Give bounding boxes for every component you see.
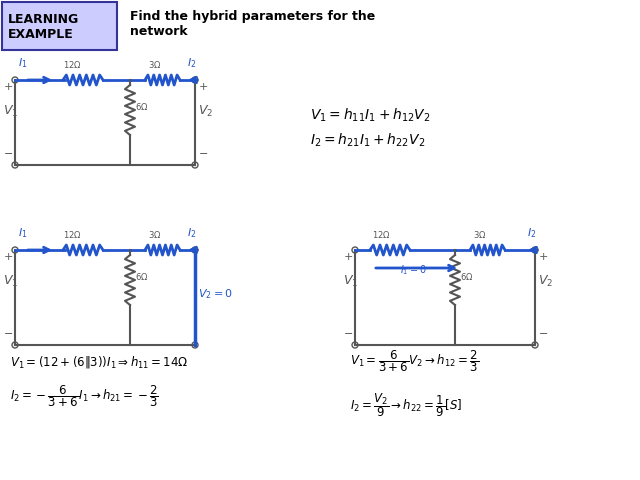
Text: $V_1 = h_{11}I_1 + h_{12}V_2$: $V_1 = h_{11}I_1 + h_{12}V_2$: [310, 107, 431, 124]
Text: $3\Omega$: $3\Omega$: [473, 229, 486, 240]
Text: $6\Omega$: $6\Omega$: [460, 271, 474, 282]
Text: $I_2=-\dfrac{6}{3+6}I_1\rightarrow h_{21}=-\dfrac{2}{3}$: $I_2=-\dfrac{6}{3+6}I_1\rightarrow h_{21…: [10, 384, 159, 409]
Text: $I_2$: $I_2$: [187, 56, 196, 70]
Text: $V_1$: $V_1$: [3, 104, 19, 119]
Text: $V_1$: $V_1$: [3, 274, 19, 289]
Text: LEARNING: LEARNING: [8, 13, 79, 26]
Text: $-$: $-$: [198, 147, 208, 157]
Text: $V_1=(12+(6\|3))I_1\Rightarrow h_{11}=14\Omega$: $V_1=(12+(6\|3))I_1\Rightarrow h_{11}=14…: [10, 353, 188, 370]
Text: $6\Omega$: $6\Omega$: [135, 101, 148, 112]
Text: Find the hybrid parameters for the: Find the hybrid parameters for the: [130, 10, 375, 23]
Text: $+$: $+$: [198, 81, 208, 92]
Text: $12\Omega$: $12\Omega$: [63, 229, 82, 240]
Text: $-$: $-$: [343, 327, 353, 337]
Text: $+$: $+$: [3, 81, 13, 92]
Text: $I_1$: $I_1$: [18, 226, 28, 240]
Bar: [2, 2, 117, 50]
Text: $-$: $-$: [3, 147, 13, 157]
Text: $3\Omega$: $3\Omega$: [148, 229, 161, 240]
Text: $V_2=0$: $V_2=0$: [198, 288, 233, 301]
Text: $V_1=\dfrac{6}{3+6}V_2\rightarrow h_{12}=\dfrac{2}{3}$: $V_1=\dfrac{6}{3+6}V_2\rightarrow h_{12}…: [350, 348, 479, 374]
Text: $I_1$: $I_1$: [18, 56, 28, 70]
Text: $-$: $-$: [538, 327, 548, 337]
Text: $6\Omega$: $6\Omega$: [135, 271, 148, 282]
Text: $I_2$: $I_2$: [187, 226, 196, 240]
Text: $V_1$: $V_1$: [343, 274, 358, 289]
Text: $I_1=0$: $I_1=0$: [400, 263, 427, 277]
Text: EXAMPLE: EXAMPLE: [8, 28, 74, 41]
Text: $+$: $+$: [3, 251, 13, 262]
Text: $12\Omega$: $12\Omega$: [372, 229, 390, 240]
Text: $+$: $+$: [538, 251, 548, 262]
Text: $I_2$: $I_2$: [527, 226, 536, 240]
Text: network: network: [130, 25, 188, 38]
Text: $I_2 = h_{21}I_1 + h_{22}V_2$: $I_2 = h_{21}I_1 + h_{22}V_2$: [310, 132, 425, 149]
Text: $I_2=\dfrac{V_2}{9}\rightarrow h_{22}=\dfrac{1}{9}[S]$: $I_2=\dfrac{V_2}{9}\rightarrow h_{22}=\d…: [350, 391, 462, 419]
Text: $-$: $-$: [3, 327, 13, 337]
Text: $12\Omega$: $12\Omega$: [63, 59, 82, 70]
Text: $V_2$: $V_2$: [198, 104, 213, 119]
Text: $+$: $+$: [343, 251, 353, 262]
Text: $3\Omega$: $3\Omega$: [148, 59, 161, 70]
Text: $V_2$: $V_2$: [538, 274, 553, 289]
